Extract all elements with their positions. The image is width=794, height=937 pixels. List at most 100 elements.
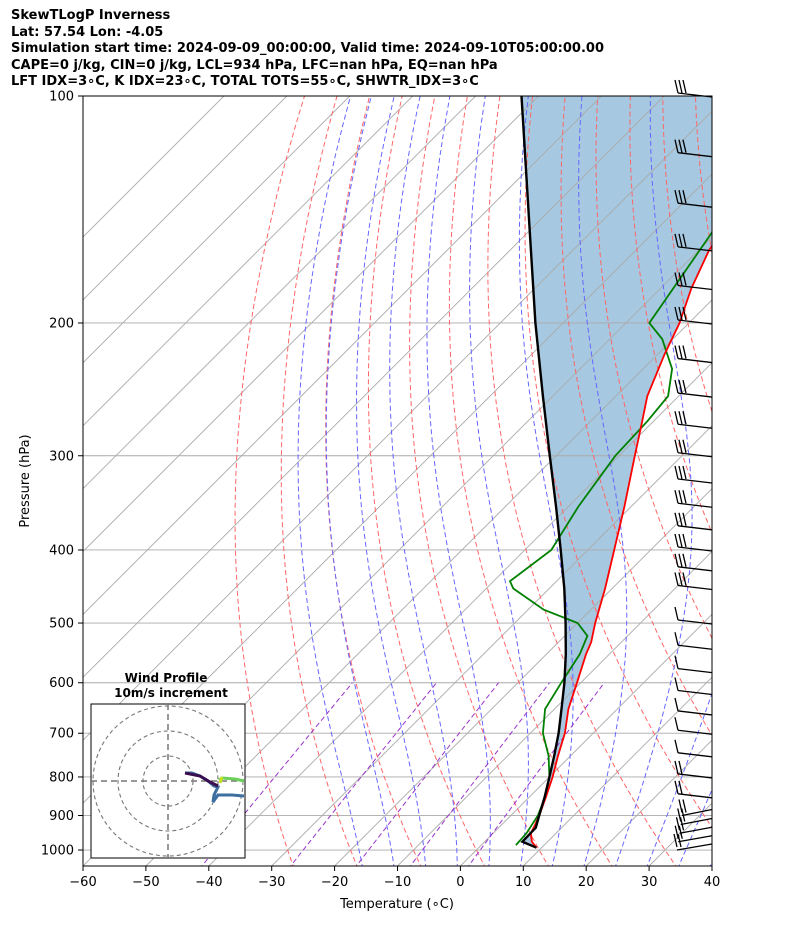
dry-adiabat [234, 96, 306, 866]
dry-adiabat [367, 96, 486, 866]
x-tick-label: −40 [195, 875, 222, 890]
wind-barb [674, 780, 713, 799]
isotherm-line [145, 299, 712, 866]
x-tick-label: 30 [641, 875, 658, 890]
mixing-ratio-layer [201, 682, 605, 866]
x-tick-label: −30 [258, 875, 285, 890]
moist-adiabat [678, 788, 712, 866]
wind-barb [674, 697, 713, 716]
wind-barb [674, 345, 713, 364]
wind-barb [674, 533, 713, 552]
moist-adiabat [646, 691, 712, 866]
isotherm-line [522, 676, 712, 866]
x-axis-ticks: −60 −50 −40 −30 −20 −10 0 10 20 30 40 [69, 866, 720, 890]
chart-title-block: SkewTLogP Inverness Lat: 57.54 Lon: -4.0… [11, 8, 604, 91]
mixing-ratio-line [467, 682, 605, 866]
inset-content [91, 704, 245, 858]
wind-barb [674, 379, 713, 398]
dry-adiabat [280, 96, 358, 866]
wind-barb [677, 808, 713, 826]
dry-adiabat [727, 79, 794, 869]
moist-adiabat [389, 96, 458, 866]
wind-barb [674, 139, 713, 158]
wind-barb [674, 233, 713, 252]
y-tick-label: 500 [49, 617, 74, 632]
wind-barb [674, 825, 713, 843]
y-axis-ticks: 100 200 300 400 500 600 700 800 900 1000 [41, 90, 83, 859]
wind-barb [674, 465, 713, 484]
dry-adiabat [524, 96, 712, 829]
moist-adiabat [325, 96, 395, 866]
moist-adiabat [426, 96, 491, 866]
isotherm-line [83, 110, 712, 741]
dry-adiabat [595, 96, 712, 640]
x-axis-label: Temperature (∘C) [339, 897, 454, 912]
y-tick-label: 400 [49, 543, 74, 558]
wind-barb [674, 572, 713, 591]
wind-barb-layer [673, 79, 713, 851]
moist-adiabat [709, 861, 712, 866]
isotherm-line [208, 362, 712, 866]
dry-adiabat [487, 96, 677, 866]
hodograph-trace-yellow [218, 776, 224, 784]
wind-barb [674, 512, 713, 531]
moist-adiabat-layer [297, 96, 712, 866]
y-tick-label: 800 [49, 770, 74, 785]
wind-barb [673, 833, 713, 851]
isotherm-line [83, 96, 477, 490]
isotherm-line [396, 550, 712, 866]
x-tick-label: 20 [578, 875, 595, 890]
x-tick-label: −20 [321, 875, 348, 890]
location-line: Lat: 57.54 Lon: -4.05 [11, 24, 164, 40]
isotherm-line [83, 96, 414, 427]
cape-line: CAPE=0 j/kg, CIN=0 j/kg, LCL=934 hPa, LF… [11, 57, 498, 73]
moist-adiabat [355, 96, 427, 866]
mixing-ratio-line [289, 682, 437, 866]
x-tick-label: 0 [456, 875, 464, 890]
mixing-ratio-line [409, 682, 550, 866]
cape-area-layer [521, 96, 712, 848]
isotherm-line [83, 96, 225, 238]
isotherm-line [83, 96, 665, 678]
moist-adiabat [615, 96, 693, 866]
wind-barb [674, 717, 713, 735]
dry-adiabat [662, 96, 712, 414]
hodograph-ring [117, 730, 219, 832]
wind-barb [674, 739, 713, 758]
moist-adiabat [469, 96, 529, 866]
wind-barb [674, 632, 713, 650]
wind-barb [674, 190, 713, 208]
y-tick-label: 700 [49, 727, 74, 742]
y-tick-label: 1000 [41, 844, 74, 859]
wind-barb [674, 655, 713, 674]
isotherm-line [333, 487, 712, 866]
isotherm-layer [83, 96, 712, 866]
dry-adiabat [409, 96, 549, 866]
dry-adiabat [560, 96, 712, 737]
series-layer [508, 96, 712, 849]
time-line: Simulation start time: 2024-09-09_00:00:… [11, 41, 604, 56]
wind-barb [674, 606, 713, 625]
index-line: LFT IDX=3∘C, K IDX=23∘C, TOTAL TOTS=55∘C… [11, 74, 479, 89]
wind-barb [674, 79, 713, 98]
chart-title: SkewTLogP Inverness [11, 8, 171, 23]
y-tick-label: 100 [49, 90, 74, 105]
wind-barb [674, 306, 713, 325]
dry-adiabat [759, 79, 794, 869]
inset-subtitle: 10m/s increment [114, 686, 228, 700]
y-tick-label: 900 [49, 809, 74, 824]
y-tick-label: 300 [49, 449, 74, 464]
hodograph-trace-upper [184, 771, 219, 788]
isotherm-line [83, 96, 540, 553]
dry-adiabat [325, 96, 422, 866]
isotherm-line [459, 613, 712, 866]
wind-barb [674, 677, 713, 696]
x-tick-label: −10 [384, 875, 411, 890]
parcel-line [520, 96, 568, 849]
wind-barb [674, 490, 713, 508]
wind-barb [674, 553, 713, 572]
wind-barb [678, 799, 713, 817]
wind-barb [674, 439, 713, 458]
wind-barb [674, 760, 713, 779]
mixing-ratio-line [355, 682, 499, 866]
